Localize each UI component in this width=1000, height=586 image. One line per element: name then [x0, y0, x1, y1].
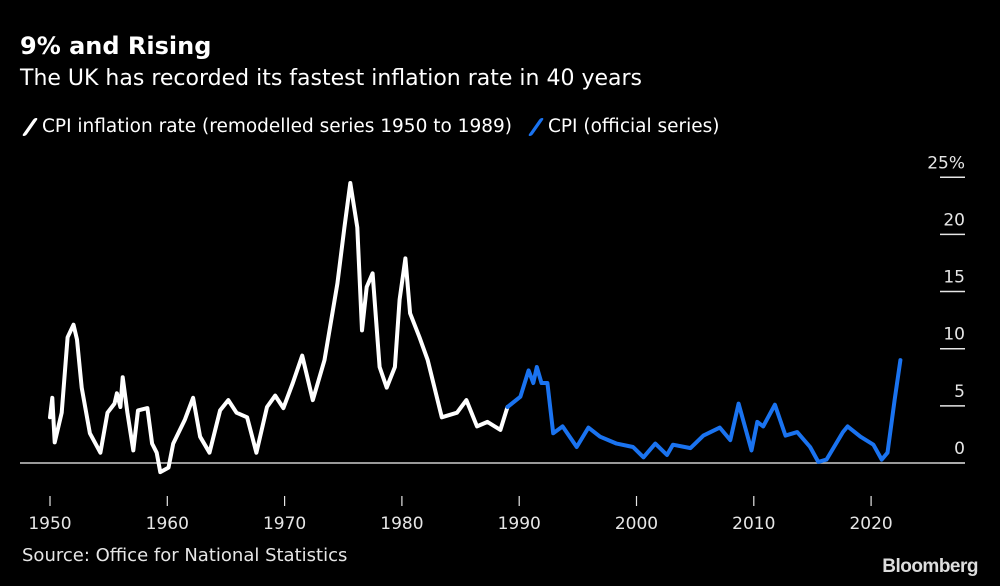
- y-tick-label: 5: [954, 382, 965, 402]
- x-tick-label: 1970: [263, 514, 306, 534]
- x-tick-label: 1980: [380, 514, 423, 534]
- series-line-remodelled: [48, 181, 510, 475]
- y-tick-label: 20: [943, 210, 965, 230]
- legend-label-remodelled: CPI inflation rate (remodelled series 19…: [42, 116, 512, 137]
- series-line-official: [505, 358, 903, 464]
- legend-label-official: CPI (official series): [547, 116, 720, 137]
- x-tick-label: 2010: [732, 514, 775, 534]
- bloomberg-logo: Bloomberg: [882, 556, 978, 577]
- y-tick-label: 25%: [927, 153, 965, 173]
- x-tick-label: 1960: [146, 514, 189, 534]
- x-tick-label: 2000: [615, 514, 658, 534]
- chart-title: 9% and Rising: [20, 32, 212, 60]
- x-tick-label: 2020: [849, 514, 892, 534]
- x-tick-label: 1990: [498, 514, 541, 534]
- y-tick-label: 0: [954, 439, 965, 459]
- chart-subtitle: The UK has recorded its fastest inflatio…: [20, 66, 642, 91]
- x-tick-label: 1950: [28, 514, 71, 534]
- source-note: Source: Office for National Statistics: [22, 545, 348, 566]
- legend: CPI inflation rate (remodelled series 19…: [20, 116, 734, 137]
- y-tick-label: 10: [943, 325, 965, 345]
- y-tick-label: 15: [943, 268, 965, 288]
